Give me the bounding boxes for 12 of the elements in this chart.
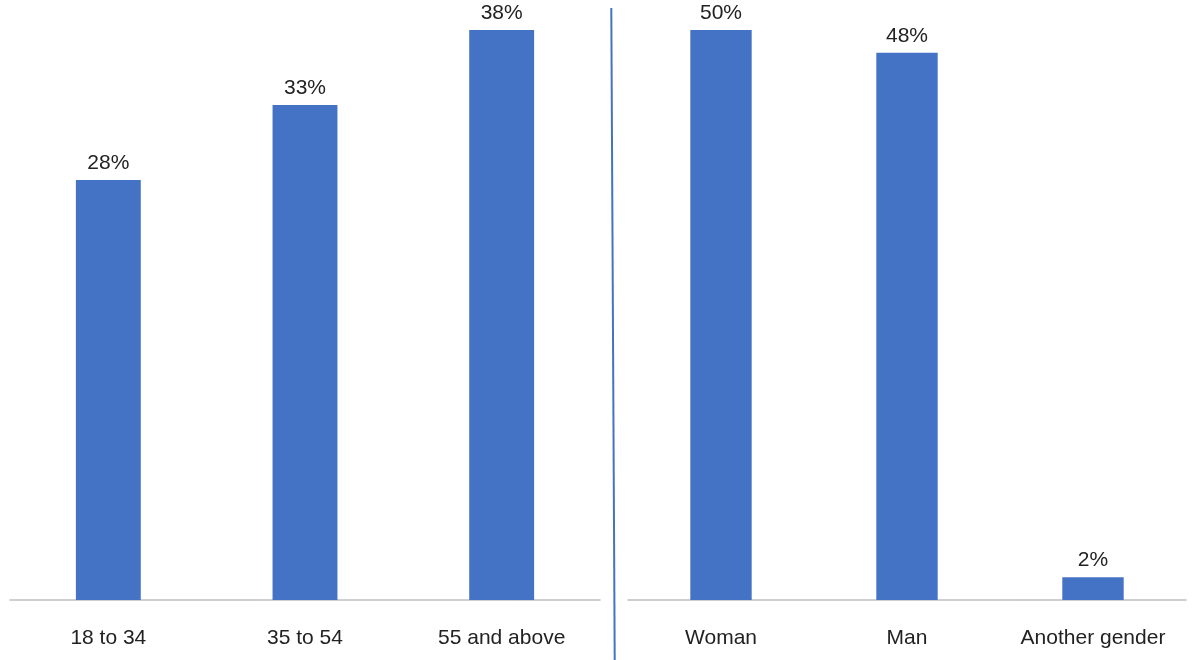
data-label: 48%	[885, 22, 929, 46]
data-label: 2%	[1077, 547, 1109, 571]
x-tick-label: 35 to 54	[267, 625, 344, 648]
x-tick-label: Another gender	[1020, 625, 1166, 648]
x-tick-label: Woman	[685, 625, 757, 648]
x-tick-label: 18 to 34	[70, 625, 147, 648]
data-label: 38%	[480, 0, 523, 23]
data-label: 28%	[87, 150, 130, 173]
x-tick-label: Man	[886, 625, 928, 648]
data-label: 50%	[699, 0, 743, 23]
data-label: 33%	[283, 75, 327, 98]
x-tick-label: 55 and above	[438, 625, 566, 648]
